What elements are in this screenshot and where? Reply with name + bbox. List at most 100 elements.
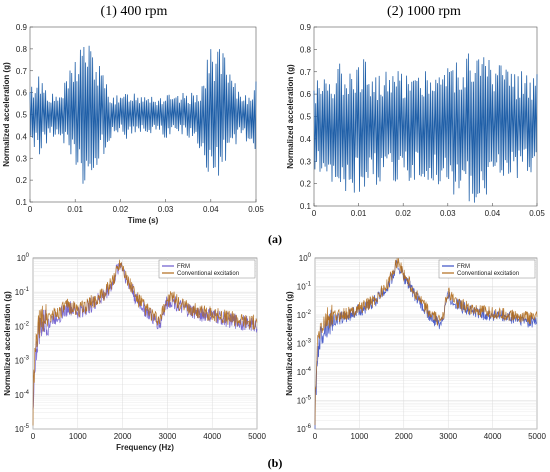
chart-spectrum-1000rpm: 0 1000 2000 3000 4000 500010010-110-210-310-4…	[285, 253, 546, 441]
y-tick-label: 0.9	[300, 23, 312, 32]
y-tick-exponent: -5	[24, 424, 30, 430]
y-tick-exponent: -1	[306, 282, 312, 288]
y-tick-label: 10-1	[15, 287, 30, 297]
figure-label-a: (a)	[268, 232, 282, 246]
y-tick-label: 0.2	[300, 180, 312, 189]
y-tick-label: 10-4	[15, 390, 30, 400]
y-axis-label: Normalized acceleration (g)	[3, 291, 12, 396]
y-tick-label: 0.4	[300, 135, 312, 144]
x-tick-label: 2000	[395, 432, 413, 441]
y-tick-exponent: -5	[306, 396, 312, 402]
legend-label: Conventional excitation	[177, 271, 239, 277]
plot-frame-b1	[32, 257, 258, 430]
panel-title-a1: (1) 400 rpm	[101, 4, 168, 19]
y-tick-label: 0.8	[300, 45, 312, 54]
series-line-1	[314, 258, 538, 426]
y-tick-label: 10-6	[297, 424, 312, 434]
y-tick-label: 10-5	[297, 396, 312, 406]
figure-label-b: (b)	[268, 456, 283, 470]
legend-label: FRM	[177, 264, 190, 270]
y-tick-exponent: -3	[306, 339, 312, 345]
y-axis-label: Normalized acceleration (g)	[285, 291, 294, 396]
y-tick-label: 10-2	[297, 310, 312, 320]
y-tick-label: 0.3	[16, 154, 28, 163]
y-tick-exponent: -3	[24, 356, 30, 362]
y-tick-exponent: -2	[306, 310, 312, 316]
y-tick-label: 0.1	[16, 198, 28, 207]
chart-spectrum-400rpm: 0 1000 2000 3000 4000 500010010-110-210-310-4…	[3, 253, 266, 452]
x-tick-label: 0	[31, 432, 36, 441]
y-tick-label: 10-5	[15, 424, 30, 434]
y-tick-label: 0.4	[16, 132, 28, 141]
legend-label: FRM	[457, 264, 470, 270]
y-tick-label: 100	[299, 253, 312, 263]
x-tick-label: 0.04	[485, 209, 501, 218]
x-tick-label: 1000	[351, 432, 369, 441]
y-tick-label: 100	[17, 253, 30, 263]
x-tick-label: 3000	[159, 432, 177, 441]
x-tick-label: 0.03	[158, 205, 174, 214]
y-tick-label: 0.3	[300, 157, 312, 166]
y-tick-base: 10	[299, 254, 308, 263]
legend-box	[438, 259, 536, 279]
y-tick-label: 0.2	[16, 176, 28, 185]
y-tick-label: 0.8	[16, 45, 28, 54]
legend-box	[158, 259, 256, 279]
y-tick-label: 0.7	[300, 68, 312, 77]
y-tick-label: 10-3	[15, 356, 30, 366]
x-tick-label: 0.02	[113, 205, 129, 214]
y-tick-exponent: -4	[306, 367, 312, 373]
y-tick-exponent: -6	[306, 424, 312, 430]
x-tick-label: 0	[312, 209, 317, 218]
x-tick-label: 1000	[69, 432, 87, 441]
x-tick-label: 4000	[203, 432, 221, 441]
y-tick-base: 10	[297, 368, 306, 377]
y-tick-label: 10-2	[15, 321, 30, 331]
y-tick-exponent: -1	[24, 287, 30, 293]
y-tick-base: 10	[15, 425, 24, 434]
x-tick-label: 0	[28, 205, 33, 214]
signal-line	[29, 45, 257, 184]
y-tick-base: 10	[15, 322, 24, 331]
y-tick-base: 10	[297, 283, 306, 292]
chart-time-1000rpm: 0 0.01 0.02 0.03 0.04 0.05 0.1 0.2 0.3 0.4 0.5 0.6 0…	[286, 23, 545, 218]
series-line-1	[32, 259, 258, 426]
y-tick-base: 10	[297, 311, 306, 320]
y-tick-label: 10-3	[297, 339, 312, 349]
y-tick-base: 10	[297, 340, 306, 349]
y-tick-label: 0.9	[16, 23, 28, 32]
y-tick-label: 0.1	[300, 202, 312, 211]
y-tick-label: 10-4	[297, 367, 312, 377]
x-tick-label: 0.01	[351, 209, 367, 218]
y-axis-label: Normalized acceleration (g)	[286, 64, 295, 169]
y-tick-label: 0.5	[300, 113, 312, 122]
y-axis-label: Normalized acceleration (g)	[2, 62, 11, 167]
x-axis-label: Time (s)	[128, 216, 159, 225]
x-tick-label: 0.05	[529, 209, 545, 218]
y-tick-label: 0.7	[16, 67, 28, 76]
x-tick-label: 4000	[484, 432, 502, 441]
y-tick-exponent: 0	[308, 253, 312, 259]
y-tick-base: 10	[17, 254, 26, 263]
legend-label: Conventional excitation	[457, 271, 519, 277]
y-tick-base: 10	[15, 357, 24, 366]
x-axis-label: Frequency (Hz)	[116, 443, 174, 452]
x-tick-label: 0	[313, 432, 318, 441]
y-tick-base: 10	[15, 391, 24, 400]
y-tick-exponent: 0	[26, 253, 30, 259]
x-tick-label: 5000	[248, 432, 266, 441]
y-tick-exponent: -4	[24, 390, 30, 396]
x-tick-label: 0.05	[248, 205, 264, 214]
x-tick-label: 0.01	[67, 205, 83, 214]
signal-line	[313, 53, 538, 203]
x-tick-label: 3000	[439, 432, 457, 441]
y-tick-base: 10	[15, 288, 24, 297]
y-tick-label: 0.6	[300, 90, 312, 99]
chart-time-400rpm: 0 0.01 0.02 0.03 0.04 0.05 0.1 0.2 0.3 0.4 0.5 0.6 0…	[2, 23, 264, 225]
x-tick-label: 0.04	[203, 205, 219, 214]
y-tick-label: 0.6	[16, 89, 28, 98]
x-tick-label: 5000	[528, 432, 546, 441]
